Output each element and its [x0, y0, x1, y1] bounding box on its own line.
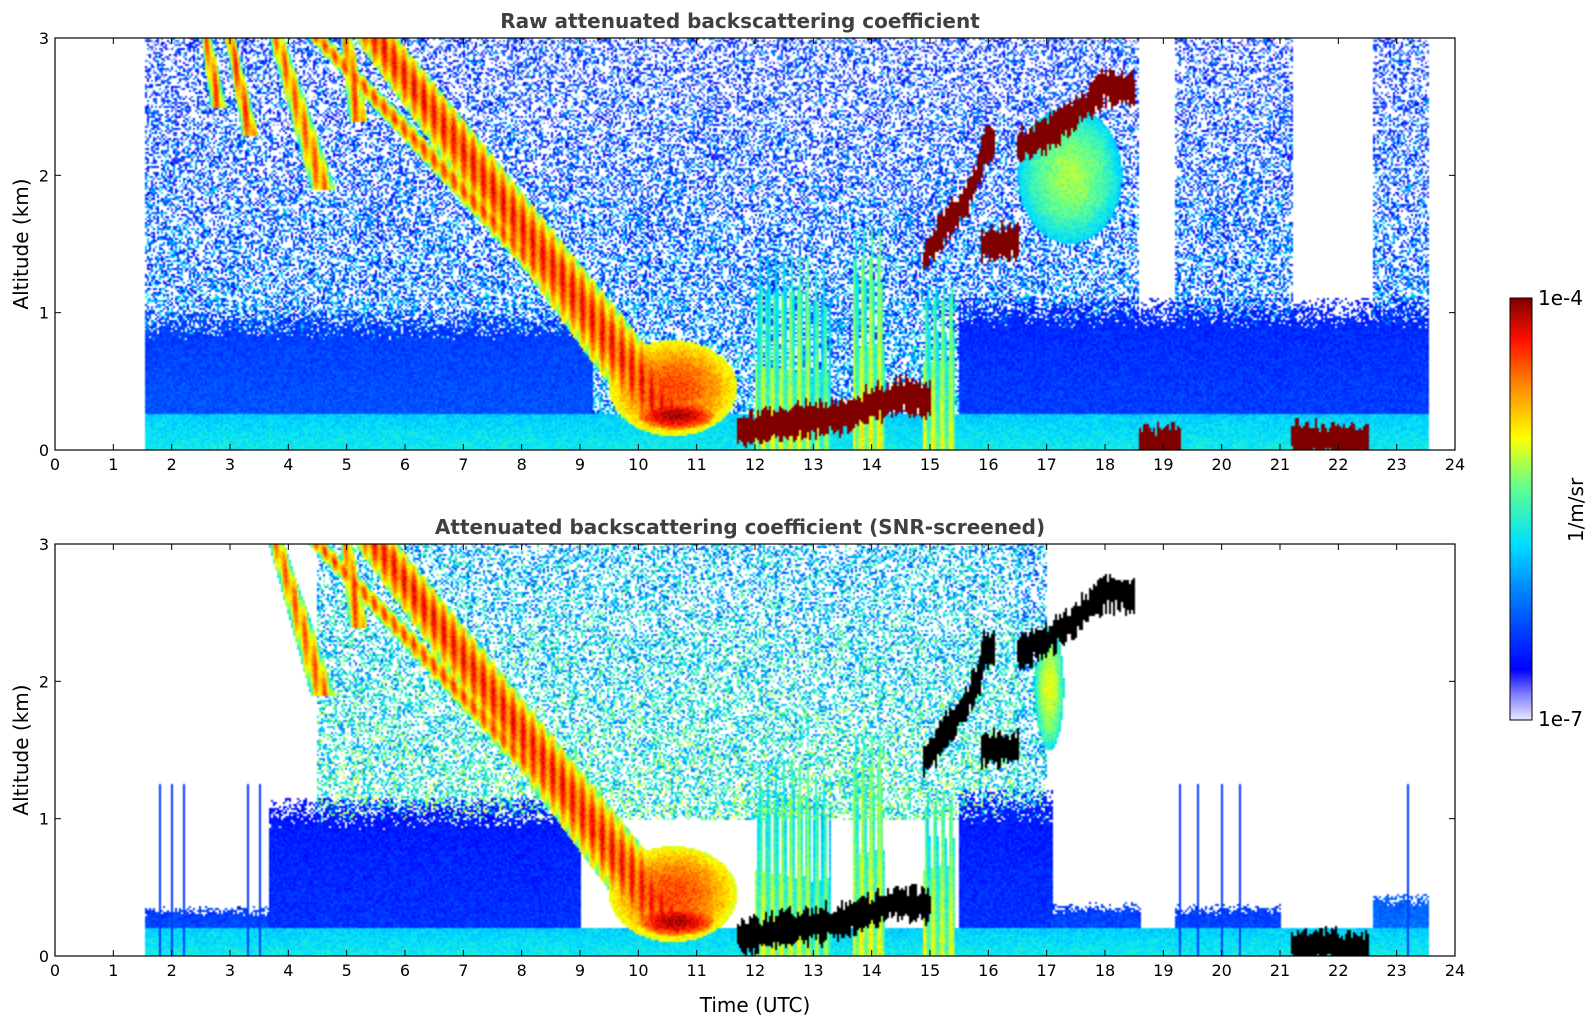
x-tick-label: 22 — [1328, 961, 1348, 980]
colorbar-gradient — [1509, 297, 1533, 721]
x-tick-label: 6 — [400, 455, 410, 474]
colorbar-min-label: 1e-7 — [1538, 707, 1583, 731]
x-tick-label: 12 — [745, 961, 765, 980]
x-tick-label: 9 — [575, 455, 585, 474]
x-tick-label: 9 — [575, 961, 585, 980]
x-tick-label: 13 — [803, 961, 823, 980]
x-tick-label: 18 — [1095, 961, 1115, 980]
x-axis-ticks: 0 1 2 3 4 5 6 7 8 9 10 11 12 13 14 15 16 17 18 19 20 21 22 23 24 — [50, 38, 1465, 474]
x-tick-label: 22 — [1328, 455, 1348, 474]
y-tick-label: 1 — [39, 304, 49, 323]
snr-screened-panel: Attenuated backscattering coefficient (S… — [9, 515, 1465, 1017]
x-tick-label: 8 — [517, 961, 527, 980]
x-tick-label: 16 — [978, 455, 998, 474]
x-tick-label: 5 — [342, 455, 352, 474]
x-tick-label: 24 — [1445, 961, 1465, 980]
x-tick-label: 3 — [225, 455, 235, 474]
x-tick-label: 15 — [920, 455, 940, 474]
x-tick-label: 5 — [342, 961, 352, 980]
panel-title: Attenuated backscattering coefficient (S… — [435, 515, 1045, 539]
y-axis-ticks: 0 1 2 3 — [39, 535, 1455, 966]
x-tick-label: 16 — [978, 961, 998, 980]
x-tick-label: 1 — [108, 961, 118, 980]
raw-backscatter-panel: Raw attenuated backscattering coefficien… — [9, 9, 1465, 474]
panel-title: Raw attenuated backscattering coefficien… — [500, 9, 980, 33]
x-tick-label: 14 — [861, 455, 881, 474]
x-tick-label: 0 — [50, 961, 60, 980]
x-tick-label: 13 — [803, 455, 823, 474]
colorbar: 1e-4 1e-7 1/m/sr — [1509, 286, 1588, 731]
y-axis-ticks: 0 1 2 3 — [39, 29, 1455, 460]
y-axis-label: Altitude (km) — [9, 178, 33, 309]
colorbar-max-label: 1e-4 — [1538, 286, 1583, 310]
backscatter-image — [55, 544, 1455, 956]
x-tick-label: 14 — [861, 961, 881, 980]
x-tick-label: 21 — [1270, 961, 1290, 980]
x-tick-label: 23 — [1386, 455, 1406, 474]
x-tick-label: 4 — [283, 455, 293, 474]
y-tick-label: 0 — [39, 441, 49, 460]
x-axis-label: Time (UTC) — [699, 993, 811, 1017]
y-axis-label: Altitude (km) — [9, 684, 33, 815]
y-tick-label: 3 — [39, 535, 49, 554]
x-tick-label: 6 — [400, 961, 410, 980]
x-tick-label: 20 — [1211, 455, 1231, 474]
x-tick-label: 0 — [50, 455, 60, 474]
x-tick-label: 21 — [1270, 455, 1290, 474]
y-tick-label: 0 — [39, 947, 49, 966]
y-tick-label: 2 — [39, 166, 49, 185]
backscatter-image — [55, 38, 1455, 450]
x-tick-label: 7 — [458, 961, 468, 980]
x-tick-label: 11 — [686, 961, 706, 980]
x-tick-label: 19 — [1153, 961, 1173, 980]
x-axis-ticks: 0 1 2 3 4 5 6 7 8 9 10 11 12 13 14 15 16 17 18 19 20 21 22 23 24 — [50, 544, 1465, 980]
x-tick-label: 10 — [628, 961, 648, 980]
colorbar-unit-label: 1/m/sr — [1564, 477, 1588, 542]
x-tick-label: 23 — [1386, 961, 1406, 980]
y-tick-label: 2 — [39, 672, 49, 691]
x-tick-label: 19 — [1153, 455, 1173, 474]
x-tick-label: 7 — [458, 455, 468, 474]
x-tick-label: 3 — [225, 961, 235, 980]
x-tick-label: 17 — [1036, 961, 1056, 980]
x-tick-label: 4 — [283, 961, 293, 980]
x-tick-label: 11 — [686, 455, 706, 474]
y-tick-label: 1 — [39, 810, 49, 829]
x-tick-label: 1 — [108, 455, 118, 474]
x-tick-label: 18 — [1095, 455, 1115, 474]
x-tick-label: 24 — [1445, 455, 1465, 474]
x-tick-label: 2 — [167, 455, 177, 474]
x-tick-label: 17 — [1036, 455, 1056, 474]
x-tick-label: 2 — [167, 961, 177, 980]
x-tick-label: 10 — [628, 455, 648, 474]
x-tick-label: 12 — [745, 455, 765, 474]
y-tick-label: 3 — [39, 29, 49, 48]
x-tick-label: 8 — [517, 455, 527, 474]
x-tick-label: 15 — [920, 961, 940, 980]
x-tick-label: 20 — [1211, 961, 1231, 980]
